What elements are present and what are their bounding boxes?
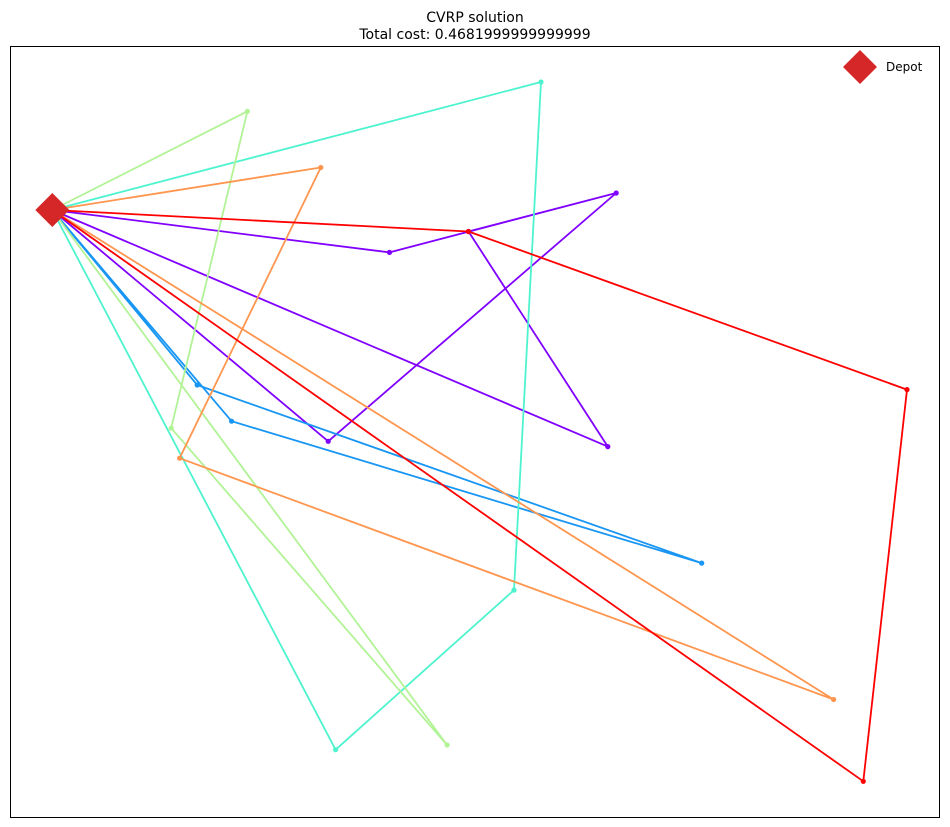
depot-marker	[35, 192, 70, 227]
route-2	[51, 192, 617, 444]
customer-point	[605, 444, 611, 450]
legend-depot-marker-icon	[843, 50, 877, 84]
legend: Depot	[836, 50, 934, 84]
customer-point	[318, 164, 324, 171]
customer-point	[465, 228, 472, 235]
customer-point	[699, 560, 705, 566]
route-7	[51, 209, 910, 784]
legend-depot-label: Depot	[886, 60, 923, 74]
customer-point	[244, 108, 250, 114]
customer-point	[904, 387, 910, 393]
route-4	[51, 79, 544, 753]
chart-title: CVRP solution	[426, 10, 523, 26]
depot-layer	[35, 192, 70, 227]
customer-point	[538, 79, 544, 85]
customer-point	[168, 425, 174, 431]
customer-point	[831, 696, 837, 703]
customer-point	[386, 249, 393, 255]
customer-point	[177, 455, 183, 461]
customer-point	[194, 382, 200, 388]
customer-point	[444, 742, 450, 748]
routes-layer	[51, 79, 910, 784]
chart-subtitle: Total cost: 0.4681999999999999	[358, 27, 590, 43]
route-line	[51, 192, 618, 448]
customer-point	[229, 418, 235, 424]
customer-point	[325, 438, 331, 444]
route-5	[51, 108, 450, 748]
route-3	[51, 209, 705, 566]
customer-point	[333, 747, 339, 753]
route-6	[51, 164, 837, 703]
customer-point	[511, 587, 517, 593]
customer-point	[860, 778, 866, 784]
plot-area	[10, 46, 940, 818]
